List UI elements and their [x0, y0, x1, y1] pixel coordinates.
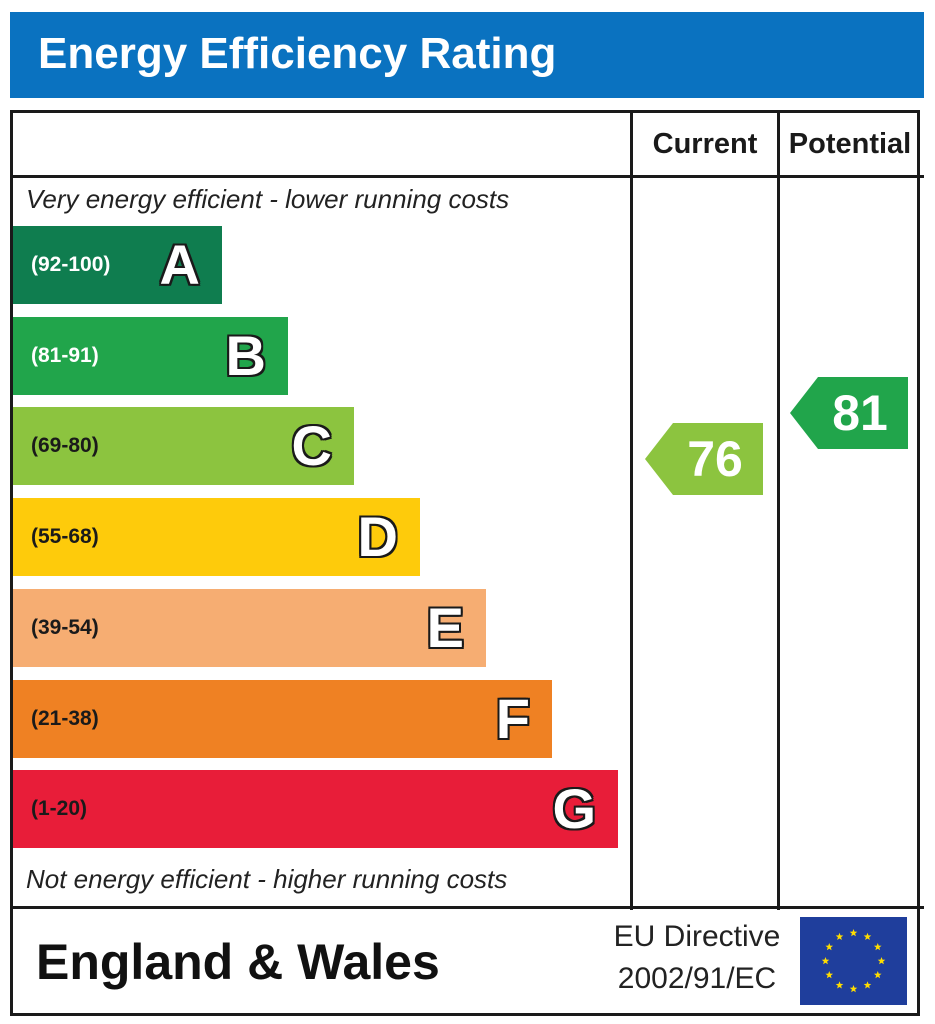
- band-letter: G: [552, 777, 596, 841]
- directive-code: 2002/91/EC: [617, 962, 777, 995]
- band-letter: C: [291, 414, 332, 478]
- eu-star-icon: [849, 929, 858, 937]
- band-c: (69-80) C: [13, 407, 354, 486]
- band-letter: B: [225, 323, 266, 387]
- band-a: (92-100) A: [13, 226, 222, 304]
- eu-star-icon: [863, 932, 872, 940]
- band-range-label: (69-80): [31, 434, 99, 458]
- eu-star-icon: [825, 943, 834, 951]
- header-banner: Energy Efficiency Rating: [10, 12, 924, 98]
- indicator-potential: 81: [790, 377, 908, 450]
- eu-star-icon: [849, 985, 858, 993]
- chart-title: Energy Efficiency Rating: [38, 29, 557, 78]
- column-header-current: Current: [652, 128, 758, 160]
- band-b: (81-91) B: [13, 316, 288, 395]
- band-range-label: (55-68): [31, 525, 99, 549]
- band-range-label: (21-38): [31, 706, 99, 730]
- directive-label: EU Directive: [613, 920, 781, 953]
- eu-star-icon: [835, 981, 844, 989]
- band-range-label: (1-20): [31, 797, 88, 821]
- band-letter: D: [357, 505, 398, 569]
- indicator-value: 76: [687, 431, 743, 488]
- band-letter: F: [495, 686, 530, 750]
- rating-frame: [10, 110, 920, 1016]
- divider-current: [630, 110, 633, 910]
- region-label: England & Wales: [36, 934, 440, 990]
- band-f: (21-38) F: [13, 679, 552, 758]
- eu-star-icon: [825, 971, 834, 979]
- eu-star-icon: [835, 932, 844, 940]
- band-letter: A: [159, 233, 200, 296]
- band-e: (39-54) E: [13, 588, 486, 667]
- header-row-divider: [10, 175, 924, 178]
- eu-star-icon: [877, 957, 886, 965]
- band-g: (1-20) G: [13, 770, 618, 849]
- band-range-label: (39-54): [31, 615, 99, 639]
- band-letter: E: [426, 595, 464, 659]
- eu-star-icon: [821, 957, 830, 965]
- eu-star-icon: [873, 971, 882, 979]
- column-header-potential: Potential: [788, 128, 912, 160]
- eu-star-icon: [873, 943, 882, 951]
- indicator-arrow-shape: [790, 377, 908, 450]
- note-inefficient: Not energy efficient - higher running co…: [26, 864, 508, 894]
- band-d: (55-68) D: [13, 498, 420, 577]
- eu-star-icon: [863, 981, 872, 989]
- band-range-label: (92-100): [31, 253, 111, 276]
- divider-potential: [777, 110, 780, 910]
- indicator-arrow-shape: [645, 423, 763, 496]
- indicator-value: 81: [832, 385, 888, 442]
- indicator-current: 76: [645, 423, 763, 496]
- band-range-label: (81-91): [31, 343, 99, 367]
- note-efficient: Very energy efficient - lower running co…: [26, 184, 510, 214]
- eu-flag-icon: [800, 917, 907, 1005]
- footer-divider: [10, 906, 924, 909]
